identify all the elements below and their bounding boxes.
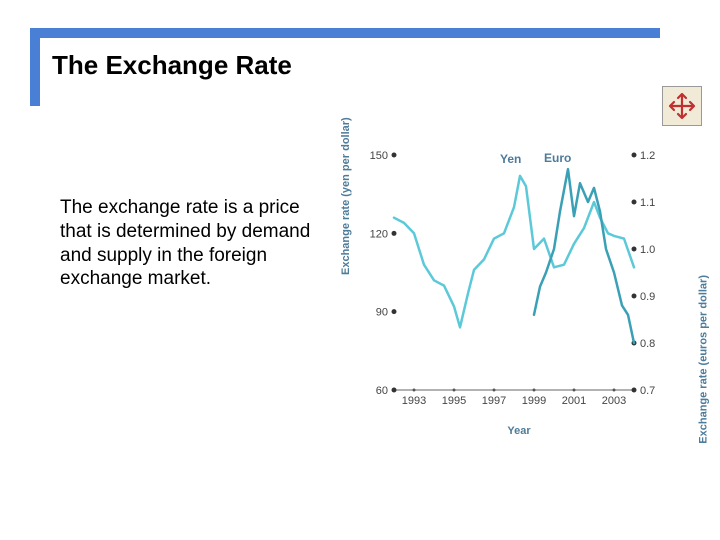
svg-text:2003: 2003 <box>602 395 626 407</box>
svg-text:Euro: Euro <box>544 151 571 165</box>
page-title: The Exchange Rate <box>52 50 292 81</box>
svg-text:Yen: Yen <box>500 152 521 166</box>
svg-text:150: 150 <box>370 150 388 162</box>
svg-text:90: 90 <box>376 307 388 319</box>
move-icon[interactable] <box>662 86 702 126</box>
svg-text:1999: 1999 <box>522 395 546 407</box>
svg-text:0.9: 0.9 <box>640 291 655 303</box>
svg-text:1.2: 1.2 <box>640 150 655 162</box>
svg-text:1993: 1993 <box>402 395 426 407</box>
title-bar-top <box>30 28 660 38</box>
svg-text:120: 120 <box>370 228 388 240</box>
exchange-rate-chart: Exchange rate (yen per dollar) Exchange … <box>354 135 684 435</box>
title-bar-left <box>30 28 40 106</box>
svg-text:60: 60 <box>376 385 388 397</box>
svg-text:0.8: 0.8 <box>640 338 655 350</box>
chart-canvas: 60 90 120 150 0.7 0.8 0.9 1.0 1.1 1.2 1993 1995 1997… <box>354 135 684 435</box>
svg-text:1.1: 1.1 <box>640 197 655 209</box>
svg-text:0.7: 0.7 <box>640 385 655 397</box>
body-paragraph: The exchange rate is a price that is det… <box>60 196 330 291</box>
svg-text:1997: 1997 <box>482 395 506 407</box>
x-axis-label: Year <box>507 425 530 437</box>
svg-text:1.0: 1.0 <box>640 244 655 256</box>
y-left-axis-label: Exchange rate (yen per dollar) <box>340 117 352 275</box>
y-right-axis-label: Exchange rate (euros per dollar) <box>698 275 710 444</box>
svg-text:1995: 1995 <box>442 395 466 407</box>
svg-text:2001: 2001 <box>562 395 586 407</box>
